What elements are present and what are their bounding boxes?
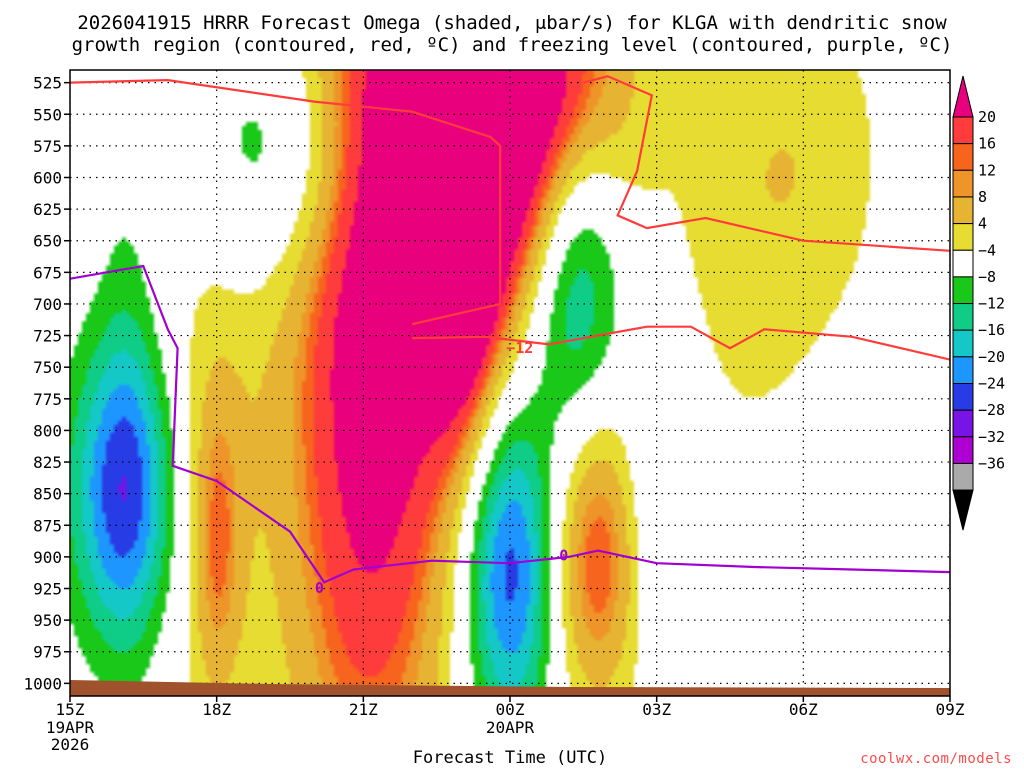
x-tick-label: 15Z: [56, 700, 85, 719]
y-tick-label: 975: [33, 643, 62, 662]
x-tick-label: 09Z: [936, 700, 965, 719]
colorbar-label: 4: [978, 215, 987, 233]
y-tick-label: 725: [33, 327, 62, 346]
terrain-fill: [70, 680, 950, 696]
colorbar-label: 8: [978, 188, 987, 206]
y-tick-label: 950: [33, 611, 62, 630]
dgz-contour-label: −12: [506, 339, 533, 357]
colorbar-segment: [952, 249, 974, 278]
plot-area: −12 0 0: [70, 70, 950, 696]
chart-title-line1: 2026041915 HRRR Forecast Omega (shaded, …: [77, 12, 947, 34]
colorbar-label: −12: [978, 295, 1005, 313]
x-tick-sublabel: 19APR: [46, 718, 95, 737]
colorbar-segment: [952, 489, 974, 531]
y-axis: 525 550 575 600 625 650 675 700 725 750 775 800 825 8…: [23, 74, 70, 693]
colorbar-segment: [952, 329, 974, 358]
y-tick-label: 1000: [23, 674, 62, 693]
x-tick-label: 03Z: [642, 700, 671, 719]
colorbar-label: −8: [978, 268, 996, 286]
colorbar-label: −16: [978, 321, 1005, 339]
colorbar-label: −24: [978, 375, 1005, 393]
freezing-level-label: 0: [559, 546, 568, 564]
y-tick-label: 825: [33, 453, 62, 472]
colorbar-label: −4: [978, 241, 996, 259]
y-tick-label: 900: [33, 548, 62, 567]
colorbar-segment: [952, 196, 974, 225]
y-tick-label: 550: [33, 105, 62, 124]
y-tick-label: 600: [33, 168, 62, 187]
contours: −12 0 0: [70, 75, 950, 597]
y-tick-label: 525: [33, 74, 62, 93]
dgz-contour-upper-right: [583, 75, 950, 252]
x-tick-sublabel: 2026: [51, 735, 90, 754]
y-tick-label: 850: [33, 485, 62, 504]
colorbar-label: −32: [978, 428, 1005, 446]
freezing-level-contour: [70, 264, 950, 584]
colorbar-segment: [952, 436, 974, 464]
colorbar-label: −20: [978, 348, 1005, 366]
colorbar-segment: [952, 303, 974, 331]
dgz-contour-lower: [412, 325, 950, 361]
colorbar-segment: [952, 383, 974, 411]
grid-lines: [70, 70, 950, 696]
colorbar-label: −28: [978, 401, 1005, 419]
x-tick-label: 06Z: [789, 700, 818, 719]
colorbar-segment: [952, 462, 974, 491]
chart-title-line2: growth region (contoured, red, ºC) and f…: [72, 34, 953, 56]
colorbar-label: 20: [978, 108, 996, 126]
x-tick-label: 21Z: [349, 700, 378, 719]
y-tick-label: 875: [33, 516, 62, 535]
x-tick-label: 00Z: [496, 700, 525, 719]
colorbar-segment: [952, 276, 974, 305]
colorbar-segment: [952, 409, 974, 438]
x-tick-label: 18Z: [202, 700, 231, 719]
colorbar: 20 16 12 8 4 −4 −8 −12 −16 −20 −24 −28 −32 −36: [952, 75, 1005, 531]
colorbar-segment: [952, 143, 974, 171]
y-tick-label: 800: [33, 421, 62, 440]
colorbar-label: 12: [978, 161, 996, 179]
y-tick-label: 675: [33, 263, 62, 282]
colorbar-segment: [952, 75, 974, 118]
colorbar-segment: [952, 116, 974, 145]
y-tick-label: 650: [33, 232, 62, 251]
y-tick-label: 775: [33, 390, 62, 409]
freezing-level-label: 0: [315, 579, 324, 597]
colorbar-segment: [952, 169, 974, 198]
dgz-contour-upper: [70, 78, 502, 326]
watermark: coolwx.com/models: [860, 751, 1012, 767]
colorbar-label: 16: [978, 135, 996, 153]
y-tick-label: 925: [33, 580, 62, 599]
y-tick-label: 700: [33, 295, 62, 314]
x-tick-sublabel: 20APR: [486, 718, 535, 737]
y-tick-label: 575: [33, 137, 62, 156]
y-tick-label: 750: [33, 358, 62, 377]
colorbar-segment: [952, 356, 974, 385]
colorbar-segment: [952, 223, 974, 251]
y-tick-label: 625: [33, 200, 62, 219]
x-axis-label: Forecast Time (UTC): [413, 748, 607, 768]
colorbar-label: −36: [978, 454, 1005, 472]
